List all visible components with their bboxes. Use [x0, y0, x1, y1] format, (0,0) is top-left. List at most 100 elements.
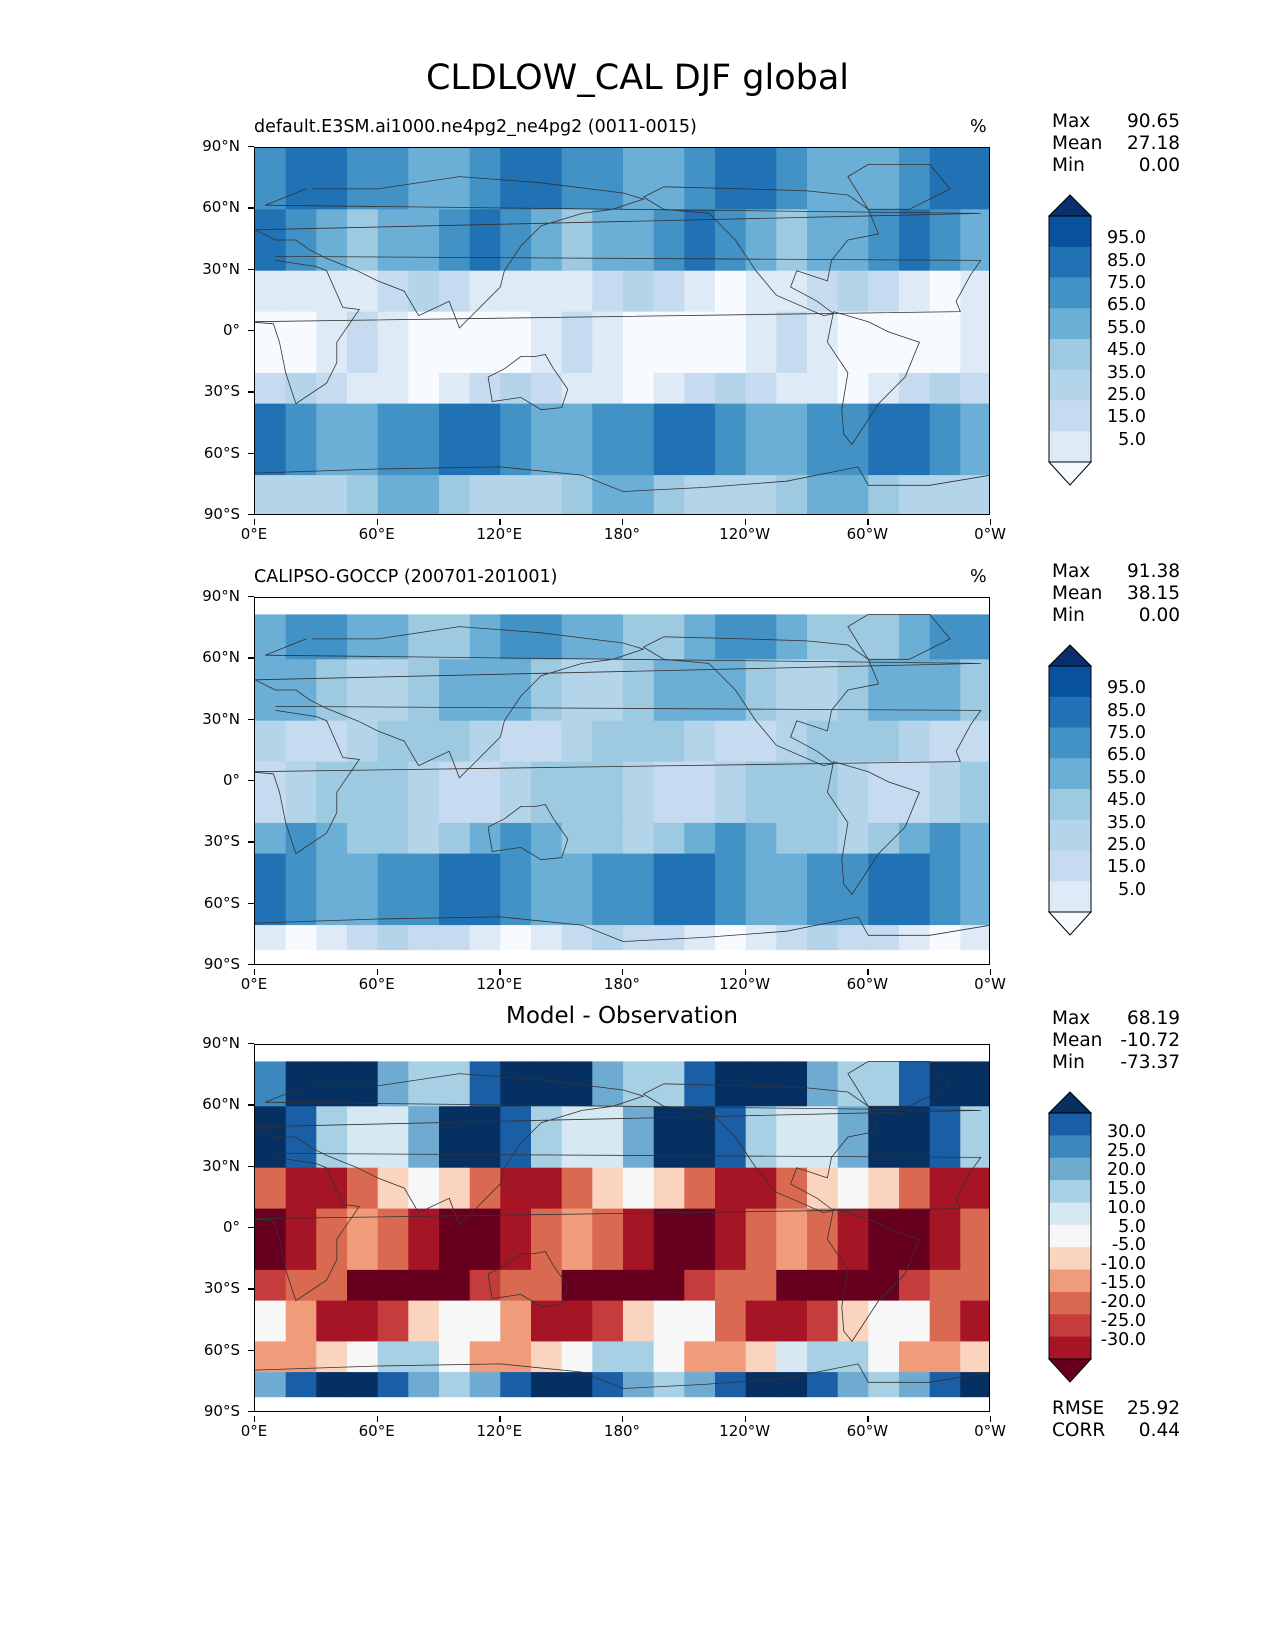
colorbar-extend-min	[1048, 1358, 1092, 1383]
field-cell	[868, 1061, 900, 1107]
field-cell	[561, 475, 593, 514]
colorbar-tick-label: 45.0	[1107, 790, 1146, 811]
field-cell	[653, 853, 685, 926]
field-cell	[868, 209, 900, 272]
field-cell	[592, 1269, 624, 1302]
colorbar-segment	[1049, 1314, 1091, 1338]
field-cell	[561, 853, 593, 926]
field-cell	[776, 475, 808, 514]
field-cell	[868, 403, 900, 476]
coastline	[487, 804, 569, 861]
field-cell	[684, 1341, 716, 1373]
field-cell	[500, 614, 532, 660]
field-cell	[285, 311, 317, 374]
stat-value: 38.15	[1127, 583, 1180, 604]
colorbar-tick-label: 95.0	[1107, 228, 1146, 249]
field-cell	[285, 1300, 317, 1343]
field-cell	[469, 614, 501, 660]
field-cell	[623, 720, 655, 763]
lat-tick-label: 60°S	[180, 894, 254, 912]
colorbar-tick-label: 15.0	[1107, 857, 1146, 878]
lon-tick-label: 0°W	[950, 969, 1030, 993]
stats-box: Max 68.19 Mean -10.72 Min -73.37	[1052, 1008, 1180, 1074]
colorbar-segment	[1049, 339, 1091, 371]
lat-tick-label: 30°N	[180, 260, 254, 278]
field-cell	[531, 403, 563, 476]
field-cell	[960, 209, 989, 272]
field-cell	[684, 209, 716, 272]
panel-test: default.E3SM.ai1000.ne4pg2_ne4pg2 (0011-…	[0, 111, 1275, 565]
field-cell	[684, 1269, 716, 1302]
lat-tick-label: 0°	[180, 771, 254, 789]
field-cell	[531, 372, 563, 405]
field-cell	[715, 1341, 747, 1373]
field-cell	[469, 311, 501, 374]
field-cell	[285, 475, 317, 514]
stat-row: Mean 38.15	[1052, 583, 1180, 605]
lon-tick-label: 0°W	[950, 1416, 1030, 1440]
field-cell	[745, 1269, 777, 1302]
field-cell	[561, 270, 593, 313]
field-cell	[408, 372, 440, 405]
field-cell	[960, 853, 989, 926]
field-cell	[776, 372, 808, 405]
panel-difference: Model - Observation 90°N 60°N 30°N 0° 30°S 60°…	[0, 1003, 1275, 1462]
field-cell	[347, 1167, 379, 1210]
field-cell	[592, 761, 624, 824]
field-cell	[316, 148, 348, 210]
colorbar-tick-label: 55.0	[1107, 317, 1146, 338]
field-cell	[899, 209, 931, 272]
lon-tick-label: 180°	[582, 519, 662, 543]
field-cell	[347, 1300, 379, 1343]
lon-tick-label: 120°W	[705, 969, 785, 993]
stat-row: Max 90.65	[1052, 111, 1180, 133]
lon-tick-label: 60°W	[827, 1416, 907, 1440]
field-cell	[715, 720, 747, 763]
field-cell	[255, 403, 287, 476]
field-cell	[807, 659, 839, 722]
field-cell	[653, 1372, 685, 1398]
field-cell	[776, 270, 808, 313]
field-cell	[960, 1106, 989, 1169]
field-cell	[469, 853, 501, 926]
field-cell	[776, 720, 808, 763]
field-cell	[592, 1208, 624, 1271]
field-cell	[285, 1341, 317, 1373]
field-cell	[408, 1061, 440, 1107]
field-cell	[715, 822, 747, 855]
field-cell	[531, 925, 563, 951]
field-cell	[899, 1061, 931, 1107]
field-cell	[347, 311, 379, 374]
field-cell	[439, 1208, 471, 1271]
field-cell	[653, 209, 685, 272]
colorbar-tick-label: 85.0	[1107, 250, 1146, 271]
field-cell	[715, 1167, 747, 1210]
coastline	[255, 706, 982, 855]
colorbar-segment	[1049, 850, 1091, 882]
field-cell	[684, 372, 716, 405]
field-cell	[807, 1269, 839, 1302]
field-cell	[868, 372, 900, 405]
field-cell	[469, 403, 501, 476]
field-cell	[745, 1300, 777, 1343]
lat-tick-label: 90°S	[180, 505, 254, 523]
field-cell	[715, 1300, 747, 1343]
field-cell	[347, 1341, 379, 1373]
stat-label: Max	[1052, 1008, 1091, 1029]
field-cell	[776, 659, 808, 722]
field-cell	[715, 1061, 747, 1107]
field-cell	[837, 209, 869, 272]
field-cell	[837, 372, 869, 405]
stat-row: Mean 27.18	[1052, 133, 1180, 155]
colorbar-tick-label: 45.0	[1107, 340, 1146, 361]
coastline	[487, 354, 569, 411]
field-cell	[960, 1300, 989, 1343]
field-cell	[623, 1341, 655, 1373]
field-cell	[285, 270, 317, 313]
field-cell	[347, 614, 379, 660]
field-cell	[531, 822, 563, 855]
colorbar-tick-label: 65.0	[1107, 745, 1146, 766]
field-cell	[715, 925, 747, 951]
coastline	[826, 1208, 920, 1343]
field-cell	[592, 659, 624, 722]
